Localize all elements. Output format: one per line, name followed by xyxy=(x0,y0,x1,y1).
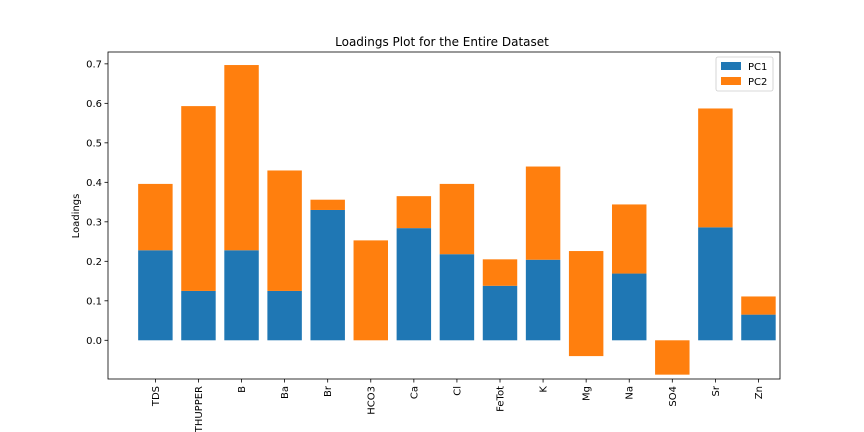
bar-pc1-thupper xyxy=(181,290,216,341)
bar-pc1-k xyxy=(525,259,561,341)
legend-label-pc1: PC1 xyxy=(748,62,767,73)
chart-title: Loadings Plot for the Entire Dataset xyxy=(335,35,549,49)
y-tick-label: 0.3 xyxy=(86,217,102,228)
x-tick-label: Sr xyxy=(711,385,722,396)
bar-pc2-tds xyxy=(138,183,173,251)
bar-pc2-ca xyxy=(396,196,432,229)
bar-pc2-b xyxy=(224,65,259,251)
x-tick-label: Ba xyxy=(280,386,291,399)
bar-pc1-sr xyxy=(698,227,733,341)
x-tick-label: Cl xyxy=(452,386,463,396)
legend-swatch-pc2 xyxy=(721,77,741,85)
y-tick-label: 0.4 xyxy=(86,178,102,189)
x-tick-label: Br xyxy=(323,385,334,397)
bar-pc2-cl xyxy=(439,183,475,255)
x-tick-label: THUPPER xyxy=(194,386,205,432)
plot-frame xyxy=(107,51,781,380)
y-tick-label: 0.1 xyxy=(86,296,102,307)
x-tick-label: Ca xyxy=(409,386,420,399)
bar-pc2-br xyxy=(310,199,345,210)
bar-pc1-cl xyxy=(439,254,475,341)
bar-pc2-fetot xyxy=(482,259,518,286)
x-tick-label: Mg xyxy=(582,386,593,401)
bar-pc2-k xyxy=(525,166,561,260)
x-tick-label: K xyxy=(539,386,550,393)
y-tick-label: 0.5 xyxy=(86,138,102,149)
bar-pc1-zn xyxy=(741,314,776,341)
bar-pc1-na xyxy=(612,273,647,341)
bar-pc2-hco3 xyxy=(353,240,388,341)
bar-pc1-tds xyxy=(138,250,173,341)
bars-layer xyxy=(138,65,776,375)
bar-pc1-ba xyxy=(267,290,302,341)
y-tick-label: 0.2 xyxy=(86,257,102,268)
axes-layer: 0.0 0.1 0.2 0.3 0.4 0.5 0.6 0.7 TDS THUPPER B Ba Br H… xyxy=(86,51,781,432)
y-axis-label: Loadings xyxy=(71,194,82,239)
bar-pc2-so4 xyxy=(655,340,690,375)
x-tick-label: TDS xyxy=(151,386,162,407)
legend-label-pc2: PC2 xyxy=(748,77,767,88)
x-tick-label: Na xyxy=(625,386,636,400)
bar-pc1-br xyxy=(310,209,345,341)
bar-pc2-sr xyxy=(698,108,733,228)
legend-swatch-pc1 xyxy=(721,62,741,70)
x-tick-label: Zn xyxy=(754,386,765,399)
y-tick-label: 0.0 xyxy=(86,336,102,347)
x-tick-label: FeTot xyxy=(496,386,507,412)
bar-pc2-zn xyxy=(741,296,776,315)
x-tick-label: B xyxy=(237,386,248,393)
bar-pc2-ba xyxy=(267,170,302,291)
bar-pc2-thupper xyxy=(181,106,216,291)
y-tick-label: 0.7 xyxy=(86,59,102,70)
bar-pc1-fetot xyxy=(482,285,518,341)
bar-pc2-mg xyxy=(568,251,604,357)
bar-pc1-ca xyxy=(396,228,432,341)
y-tick-label: 0.6 xyxy=(86,99,102,110)
bar-pc2-na xyxy=(612,204,647,274)
x-tick-label: HCO3 xyxy=(366,386,377,415)
bar-pc1-b xyxy=(224,250,259,341)
x-tick-label: SO4 xyxy=(668,386,679,407)
